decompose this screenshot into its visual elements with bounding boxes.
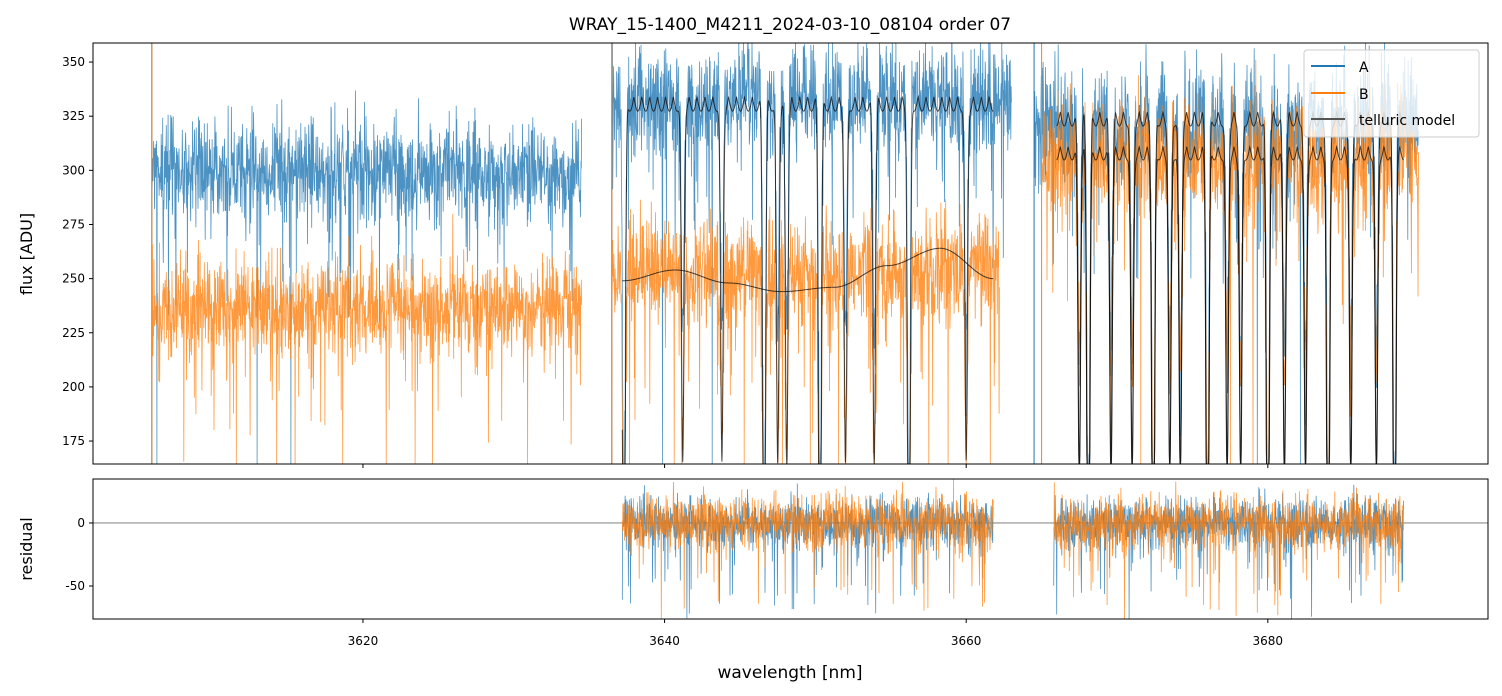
series-a-line	[151, 90, 582, 464]
y-tick-label: 350	[62, 55, 85, 69]
y-tick-label: 175	[62, 434, 85, 448]
series-telluric-model-line	[622, 247, 994, 293]
x-tick-label: 3620	[348, 634, 379, 648]
legend-label-b: B	[1359, 87, 1369, 103]
chart-title: WRAY_15-1400_M4211_2024-03-10_08104 orde…	[569, 15, 1011, 35]
residual-b-line	[621, 479, 994, 619]
series-b-line	[611, 199, 1000, 464]
y-tick-label: -50	[65, 579, 85, 593]
y-tick-label: 275	[62, 217, 85, 231]
x-tick-label: 3680	[1253, 634, 1284, 648]
legend-label-telluric: telluric model	[1359, 113, 1455, 129]
y-tick-label: 0	[77, 516, 85, 530]
x-tick-label: 3660	[951, 634, 982, 648]
residual-axes: 0 -50 3620 3640 3660 3680	[65, 478, 1489, 648]
series-telluric-model-line	[621, 95, 994, 464]
plot-area	[93, 479, 1488, 619]
y-tick-label: 300	[62, 163, 85, 177]
y-tick-label: 225	[62, 326, 85, 340]
x-axis-label: wavelength [nm]	[717, 663, 862, 683]
y-axis-label-flux: flux [ADU]	[17, 213, 36, 295]
flux-axes: 175 200 225 250 275 300 325 350	[62, 42, 1489, 468]
x-tick-label: 3640	[649, 634, 680, 648]
y-tick-label: 200	[62, 380, 85, 394]
y-axis-label-residual: residual	[17, 517, 36, 580]
series-a-line	[611, 43, 1012, 464]
legend: A B telluric model	[1303, 49, 1480, 138]
residual-b-line	[1053, 481, 1404, 619]
residual-axes-frame	[92, 478, 1489, 620]
flux-axes-frame	[92, 42, 1489, 465]
legend-label-a: A	[1359, 60, 1369, 76]
series-telluric-model-line	[1056, 144, 1404, 464]
plot-area	[151, 43, 1419, 464]
series-b-line	[151, 213, 582, 464]
y-tick-label: 325	[62, 109, 85, 123]
y-tick-label: 250	[62, 272, 85, 286]
